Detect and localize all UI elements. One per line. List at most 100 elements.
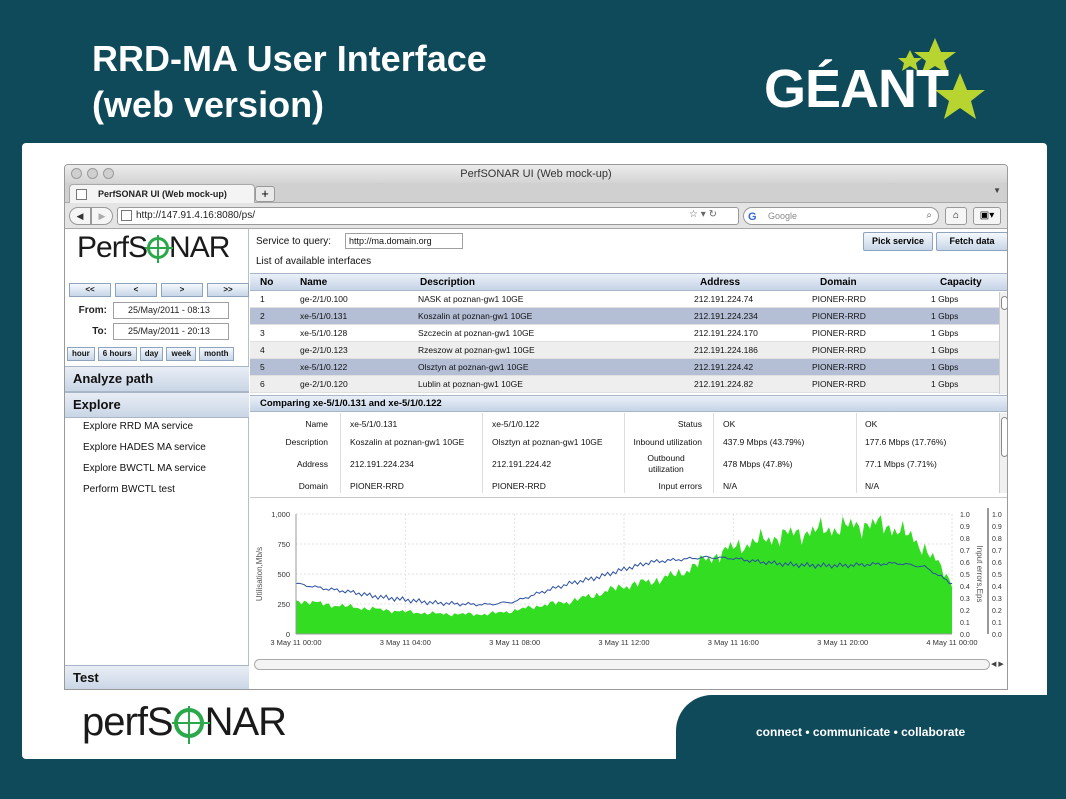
range-6hours-button[interactable]: 6 hours	[97, 347, 137, 361]
y2-axis-label: Input errors,Eps	[975, 546, 984, 603]
divider	[482, 413, 483, 493]
footer-logo-post: NAR	[204, 700, 287, 744]
chart-horizontal-scrollbar[interactable]	[254, 659, 990, 670]
scroll-arrows-icon[interactable]: ◀ ▶	[991, 661, 1004, 668]
perform-bwctl-item[interactable]: Perform BWCTL test	[83, 484, 175, 495]
col-capacity-header[interactable]: Capacity	[940, 277, 982, 288]
table-row[interactable]: 5 xe-5/1/0.122 Olsztyn at poznan-gw1 10GE 2…	[250, 359, 1007, 376]
browser-tab[interactable]: PerfSONAR UI (Web mock-up)	[69, 184, 255, 203]
home-button[interactable]: ⌂	[945, 207, 967, 225]
footer-logo-pre: perfS	[82, 700, 174, 744]
slide-title: RRD-MA User Interface (web version)	[92, 36, 592, 128]
explore-hades-item[interactable]: Explore HADES MA service	[83, 442, 206, 453]
table-scrollbar[interactable]	[999, 292, 1007, 394]
chart-svg: 0 250 500 750 1,000 0.0 0.0 0.1 0.1 0.2 0.2 0.3 0.3 0…	[255, 508, 1002, 647]
minimize-window-button[interactable]	[87, 168, 98, 179]
window-controls	[71, 168, 114, 179]
y2-tick-label: 0.3	[960, 596, 970, 603]
table-row[interactable]: 2 xe-5/1/0.131 Koszalin at poznan-gw1 10GE…	[250, 308, 1007, 325]
jump-back-button[interactable]: <<	[69, 283, 111, 297]
reload-icon[interactable]: ↻	[708, 209, 717, 220]
explore-rrd-item[interactable]: Explore RRD MA service	[83, 421, 194, 432]
col-no-header[interactable]: No	[260, 277, 274, 288]
search-input[interactable]: G Google ⌕	[743, 207, 939, 225]
search-icon[interactable]: ⌕	[926, 210, 932, 221]
compare-value-d: 177.6 Mbps (17.76%)	[865, 437, 947, 447]
zoom-window-button[interactable]	[103, 168, 114, 179]
explore-bwctl-item[interactable]: Explore BWCTL MA service	[83, 463, 206, 474]
cell-domain: PIONER-RRD	[812, 294, 866, 304]
tagline: connect • communicate • collaborate	[756, 725, 966, 739]
compare-scrollbar[interactable]	[999, 413, 1007, 493]
col-domain-header[interactable]: Domain	[820, 277, 857, 288]
y2-tick-label: 0.7	[992, 548, 1002, 555]
compare-scroll-thumb[interactable]	[1001, 417, 1007, 457]
compare-grid: Name Description Address Domain xe-5/1/0.131…	[250, 413, 1007, 493]
test-header[interactable]: Test	[65, 665, 249, 689]
bookmark-star-icon[interactable]: ☆	[689, 209, 698, 220]
jump-forward-button[interactable]: >>	[207, 283, 249, 297]
col-name-header[interactable]: Name	[300, 277, 328, 288]
x-tick-label: 3 May 11 16:00	[708, 638, 759, 647]
left-panel: PerfS NAR << < > >> From: 25/May/2011 - 0…	[65, 229, 249, 689]
col-description-header[interactable]: Description	[420, 277, 476, 288]
menu-button[interactable]: ▣▾	[973, 207, 1001, 225]
table-scroll-thumb[interactable]	[1001, 296, 1007, 310]
y2-tick-label: 0.9	[960, 524, 970, 531]
range-week-button[interactable]: week	[166, 347, 197, 361]
y2-tick-label: 0.0	[992, 632, 1002, 639]
url-bar[interactable]: http://147.91.4.16:8080/ps/	[117, 207, 739, 225]
interfaces-list-title: List of available interfaces	[256, 256, 372, 267]
new-tab-button[interactable]: +	[255, 186, 275, 202]
cell-address: 212.191.224.234	[694, 311, 758, 321]
pick-service-button[interactable]: Pick service	[863, 232, 933, 251]
y-tick-label: 750	[277, 540, 290, 549]
forward-button[interactable]: ▶	[91, 207, 113, 225]
perfsonar-footer-logo: perfS NAR	[82, 700, 287, 745]
range-hour-button[interactable]: hour	[67, 347, 95, 361]
analyze-path-header[interactable]: Analyze path	[65, 366, 249, 392]
table-header: No Name Description Address Domain Capac…	[250, 273, 1007, 291]
range-day-button[interactable]: day	[139, 347, 164, 361]
close-window-button[interactable]	[71, 168, 82, 179]
google-icon: G	[748, 211, 757, 223]
compare-value-c: 437.9 Mbps (43.79%)	[723, 437, 805, 447]
back-button[interactable]: ◀	[69, 207, 91, 225]
cell-name: ge-2/1/0.123	[300, 345, 348, 355]
service-row: Service to query: http://ma.domain.org	[256, 233, 464, 249]
cell-name: xe-5/1/0.128	[300, 328, 348, 338]
tab-list-icon[interactable]: ▼	[993, 186, 1001, 195]
history-dropdown-icon[interactable]: ▾	[700, 209, 706, 220]
cell-address: 212.191.224.186	[694, 345, 758, 355]
table-row[interactable]: 6 ge-2/1/0.120 Lublin at poznan-gw1 10GE 21…	[250, 376, 1007, 393]
cell-name: ge-2/1/0.120	[300, 379, 348, 389]
fetch-data-button[interactable]: Fetch data	[936, 232, 1007, 251]
tab-label: PerfSONAR UI (Web mock-up)	[98, 189, 227, 199]
compare-label: Status	[677, 419, 702, 429]
to-date-field[interactable]: 25/May/2011 - 20:13	[113, 323, 229, 340]
y2-tick-label: 0.3	[992, 596, 1002, 603]
col-address-header[interactable]: Address	[700, 277, 741, 288]
window-title: PerfSONAR UI (Web mock-up)	[460, 168, 612, 180]
slide-title-line2: (web version)	[92, 84, 325, 125]
service-url-input[interactable]: http://ma.domain.org	[345, 233, 464, 249]
from-date-field[interactable]: 25/May/2011 - 08:13	[113, 302, 229, 319]
explore-header[interactable]: Explore	[65, 392, 249, 418]
cell-no: 4	[260, 345, 265, 355]
x-tick-label: 3 May 11 12:00	[598, 638, 649, 647]
range-month-button[interactable]: month	[199, 347, 234, 361]
range-buttons: hour 6 hours day week month	[67, 347, 234, 361]
step-back-button[interactable]: <	[115, 283, 157, 297]
step-forward-button[interactable]: >	[161, 283, 203, 297]
compare-value-c: OK	[723, 419, 736, 429]
x-tick-label: 3 May 11 20:00	[817, 638, 868, 647]
footer-band	[676, 695, 1047, 759]
compare-label: Outbound utilization	[647, 453, 685, 474]
table-row[interactable]: 4 ge-2/1/0.123 Rzeszow at poznan-gw1 10GE 2…	[250, 342, 1007, 359]
logo-post: NAR	[169, 231, 230, 264]
table-row[interactable]: 3 xe-5/1/0.128 Szczecin at poznan-gw1 10GE…	[250, 325, 1007, 342]
cell-domain: PIONER-RRD	[812, 328, 866, 338]
cell-capacity: 1 Gbps	[931, 328, 959, 338]
table-row[interactable]: 1 ge-2/1/0.100 NASK at poznan-gw1 10GE 212.…	[250, 291, 1007, 308]
cell-name: xe-5/1/0.131	[300, 311, 348, 321]
